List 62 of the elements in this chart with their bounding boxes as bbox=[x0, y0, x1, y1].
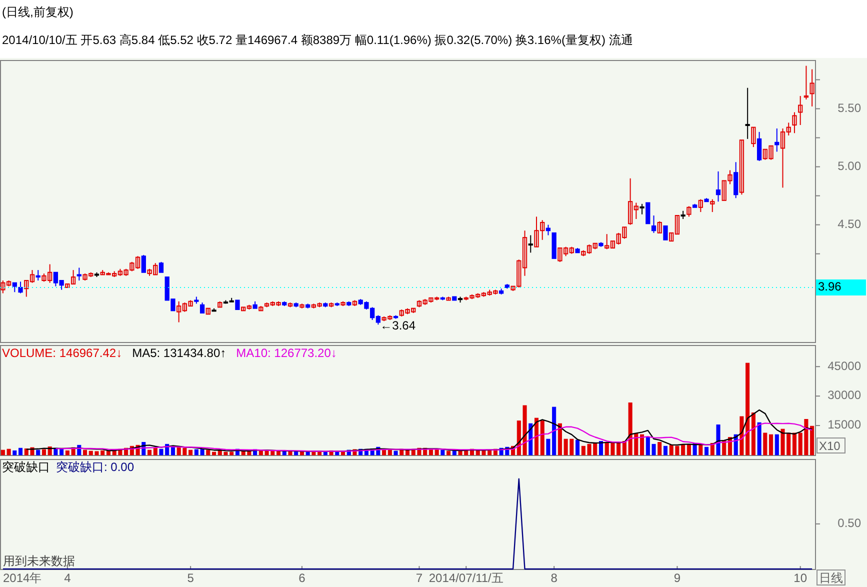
text: 突破缺口: 0.00 bbox=[56, 460, 134, 474]
x-tick-label: 2014/07/11/五 bbox=[428, 571, 504, 585]
text: MA10: 126773.20↓ bbox=[236, 346, 337, 360]
y-tick-label: 5.00 bbox=[838, 158, 862, 173]
text: 2014年 bbox=[3, 571, 42, 585]
bar bbox=[716, 424, 720, 456]
x-tick-label: 10 bbox=[794, 571, 808, 585]
bar bbox=[769, 434, 774, 456]
bar bbox=[206, 450, 210, 456]
chart-title: (日线,前复权) bbox=[2, 5, 74, 19]
x-tick-label: 5 bbox=[187, 571, 194, 585]
chart-subtitle: 2014/10/10/五 开5.63 高5.84 低5.52 收5.72 量146967.4 额8389万 幅0.11(1.96%) 振0.32(5.70%) 换3.16%(量复权) 流通 bbox=[2, 33, 633, 47]
bar bbox=[106, 450, 110, 456]
x-tick-label: 8 bbox=[550, 571, 558, 585]
bar bbox=[212, 452, 216, 456]
bar bbox=[382, 450, 386, 456]
bar bbox=[540, 420, 544, 456]
y-tick-label: 5.50 bbox=[838, 100, 862, 115]
x-tick-label: 4 bbox=[64, 571, 72, 585]
bar bbox=[83, 450, 88, 456]
bar bbox=[446, 450, 451, 456]
bar bbox=[658, 442, 662, 456]
text: MA5: 131434.80↑ bbox=[132, 346, 226, 360]
bar bbox=[388, 450, 392, 456]
bar bbox=[576, 440, 580, 456]
bar bbox=[153, 448, 158, 456]
bar bbox=[792, 432, 796, 456]
ref-line-label: 3.96 bbox=[818, 280, 842, 294]
bar bbox=[12, 450, 17, 456]
y-tick-label: 4.50 bbox=[838, 216, 862, 231]
bar bbox=[36, 450, 40, 456]
bar bbox=[306, 452, 310, 456]
y-tick-label: 15000 bbox=[828, 418, 862, 432]
bar bbox=[18, 448, 23, 456]
text: 0.50 bbox=[838, 516, 862, 530]
bar bbox=[757, 422, 762, 456]
x-tick-label: 7 bbox=[416, 571, 423, 585]
y-tick-label: 30000 bbox=[828, 388, 862, 402]
bar bbox=[276, 450, 281, 456]
text: X10 bbox=[819, 439, 841, 453]
bar bbox=[663, 446, 668, 456]
y-tick-label: 45000 bbox=[828, 358, 862, 373]
bar bbox=[704, 446, 709, 456]
bar bbox=[42, 449, 46, 456]
chart-title: 突破缺口 bbox=[2, 460, 50, 474]
bar bbox=[598, 441, 603, 456]
bar bbox=[282, 451, 286, 456]
x-tick-label: 6 bbox=[298, 571, 306, 585]
bar bbox=[534, 418, 538, 456]
bar bbox=[751, 412, 756, 456]
annotation: ←3.64 bbox=[380, 318, 416, 333]
bar bbox=[394, 450, 398, 456]
annotation: 用到未来数据 bbox=[3, 554, 75, 568]
x-tick-label: 9 bbox=[674, 571, 681, 585]
bar bbox=[686, 444, 691, 456]
bar bbox=[440, 450, 445, 456]
bar bbox=[698, 444, 703, 456]
text: VOLUME: 146967.42↓ bbox=[2, 346, 122, 360]
text: 日线 bbox=[819, 571, 843, 585]
bar bbox=[763, 432, 768, 456]
bar bbox=[774, 434, 779, 456]
bar bbox=[148, 450, 152, 456]
